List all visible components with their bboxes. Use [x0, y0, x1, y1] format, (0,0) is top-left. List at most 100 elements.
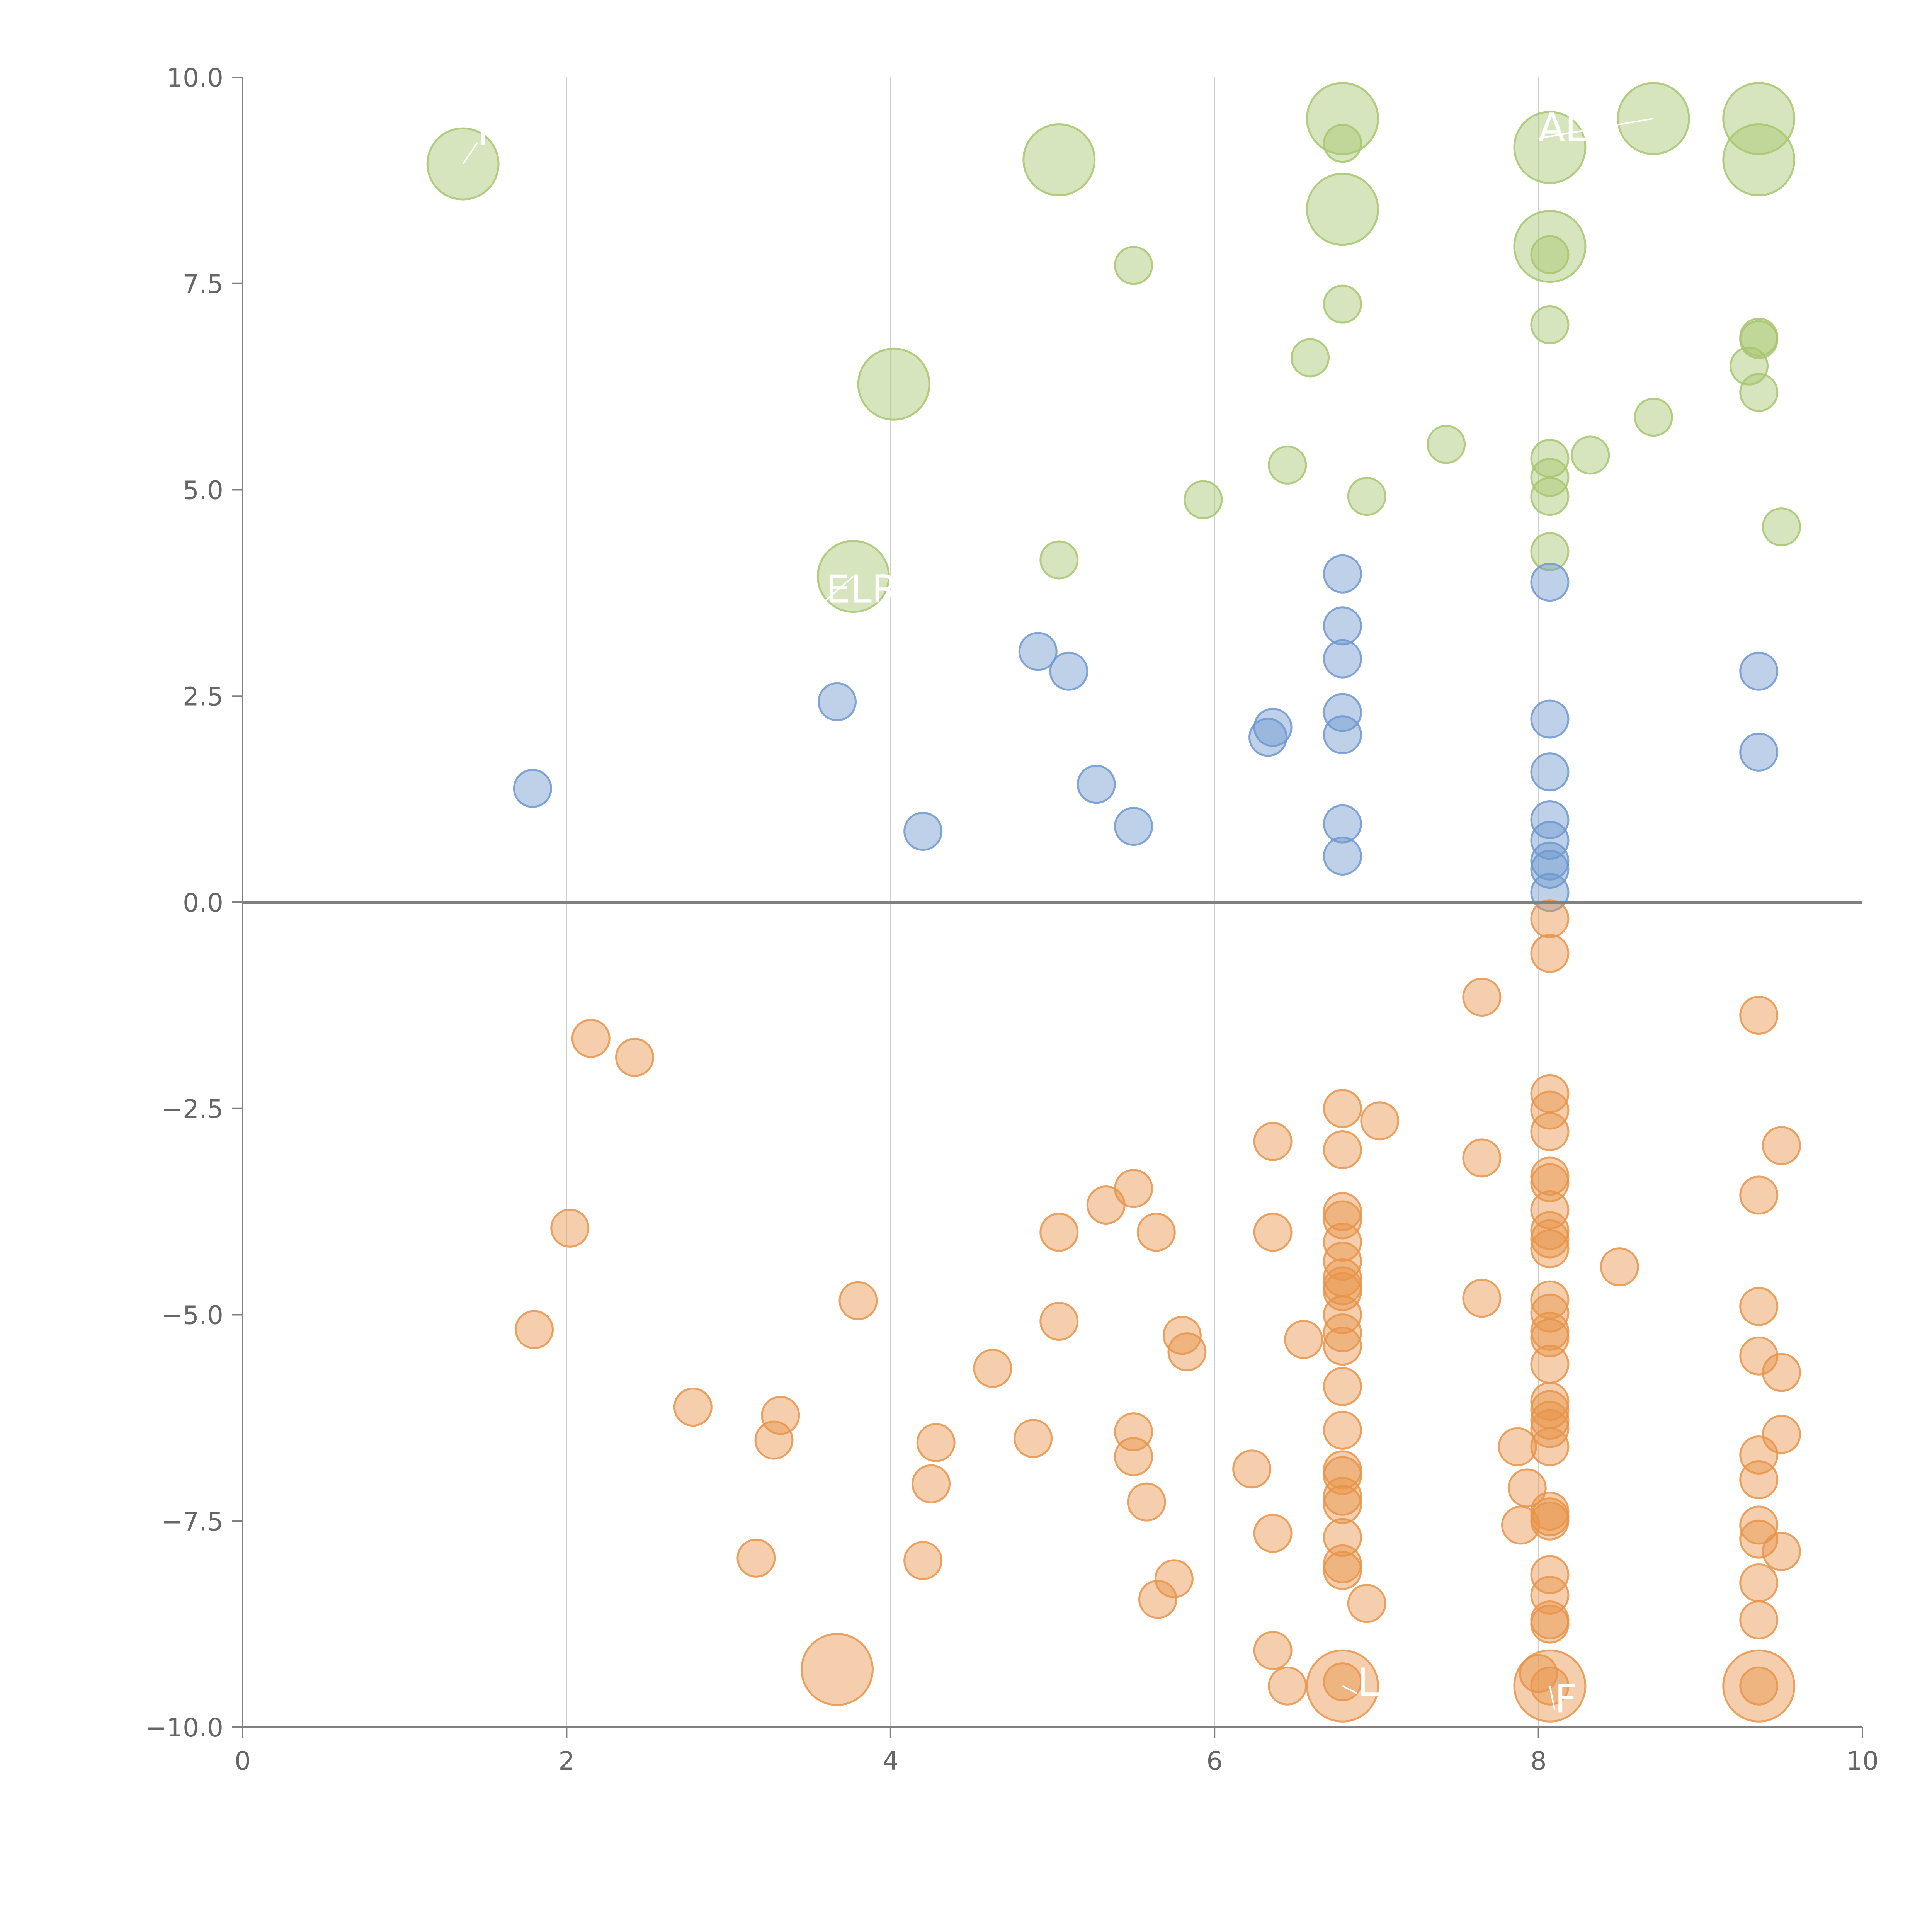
series-2-point-76 [912, 1464, 951, 1503]
point-label-0: MM [478, 109, 544, 154]
series-2-point-52 [1530, 1345, 1570, 1384]
series-2-point-85 [1501, 1505, 1540, 1545]
series-2-point-7 [1323, 1089, 1362, 1128]
y-tick-label-0: 10.0 [167, 63, 223, 93]
series-2-point-103 [1253, 1631, 1293, 1670]
series-0-point-21 [1427, 425, 1466, 464]
series-1-point-23 [1530, 841, 1570, 881]
label-leader-2 [825, 576, 854, 601]
series-0-point-19 [1739, 373, 1779, 412]
series-2-point-57 [673, 1388, 713, 1427]
series-2-point-37 [838, 1281, 878, 1320]
series-0-point-31 [1039, 540, 1079, 580]
point-label-1: ALL [1539, 105, 1608, 150]
series-2-point-10 [1530, 1112, 1570, 1151]
series-2-point-84 [1739, 1505, 1779, 1545]
series-0-point-30 [1530, 532, 1570, 571]
series-2-point-59 [761, 1396, 800, 1435]
series-2-point-11 [1253, 1122, 1293, 1161]
series-0-point-7 [1722, 82, 1796, 155]
series-1-point-19 [1114, 807, 1153, 846]
series-0-point-18 [857, 347, 930, 421]
series-2-point-1 [1530, 934, 1570, 973]
series-1-point-4 [1323, 639, 1362, 679]
x-tick-label-0: 0 [235, 1746, 251, 1776]
point-labels: MM ALL ELR L F [462, 105, 1654, 1721]
series-1-point-6 [1739, 651, 1779, 691]
series-2-point-22 [1323, 1200, 1362, 1240]
series-2-point-64 [1762, 1415, 1801, 1454]
series-2-point-43 [515, 1310, 554, 1349]
series-0-point-28 [1184, 480, 1223, 519]
series-1-point-14 [1530, 752, 1570, 792]
series-2-point-45 [1323, 1313, 1362, 1352]
series-2-point-36 [1462, 1279, 1502, 1318]
series-0-point-12 [1323, 284, 1362, 324]
x-tick-label-5: 10 [1846, 1746, 1879, 1776]
series-0-point-16 [1730, 346, 1769, 386]
series-0-point-20 [1634, 398, 1673, 437]
series-1-point-22 [1323, 836, 1362, 876]
series-2-point-107 [1519, 1654, 1558, 1693]
series-2-point-72 [1232, 1449, 1272, 1489]
series-2-point-53 [973, 1349, 1012, 1388]
series-2-point-23 [550, 1208, 590, 1248]
series-1-point-12 [1323, 715, 1362, 755]
series-1-point-21 [1530, 821, 1570, 860]
series-2-point-21 [1530, 1190, 1570, 1230]
series-0-point-11 [1114, 246, 1153, 285]
series-2-point-47 [1162, 1316, 1202, 1355]
y-tick-label-4: 0.0 [183, 888, 223, 918]
series-2-point-42 [1039, 1302, 1079, 1341]
series-2-point-14 [1462, 1138, 1502, 1178]
series-1-point-24 [1530, 850, 1570, 889]
series-2-point-67 [916, 1423, 956, 1462]
series-2-point-55 [1323, 1367, 1362, 1406]
series-2-point-80 [1323, 1485, 1362, 1524]
series-1-point-20 [903, 811, 943, 851]
x-tick-label-2: 4 [883, 1746, 899, 1776]
series-2-point-78 [1323, 1476, 1362, 1516]
series-2-point-91 [903, 1541, 943, 1580]
series-2-point-65 [1014, 1419, 1053, 1458]
series-1-point-1 [1530, 563, 1570, 602]
x-tick-label-4: 8 [1531, 1746, 1547, 1776]
series-2-point-25 [1136, 1213, 1176, 1252]
series-2-point-48 [1284, 1320, 1323, 1359]
label-leader-1 [1538, 117, 1654, 139]
series-2-point-39 [1739, 1287, 1779, 1326]
series-2-point-2 [1462, 978, 1502, 1017]
point-label-3: L [1357, 1660, 1379, 1705]
series-2-point-106 [1268, 1666, 1307, 1706]
series-2-point-75 [1739, 1460, 1779, 1499]
series-1-point-16 [513, 769, 552, 808]
series-2-point-101 [1530, 1604, 1570, 1644]
series-2-point-112 [1722, 1649, 1796, 1723]
series-2-point-54 [1762, 1353, 1801, 1392]
series-2-point-71 [1114, 1437, 1153, 1476]
series-2-point-88 [1739, 1519, 1779, 1559]
series-2-point-79 [1127, 1482, 1166, 1522]
series-1-point-0 [1323, 554, 1362, 594]
point-label-4: F [1555, 1676, 1577, 1721]
label-leader-4 [1549, 1685, 1556, 1710]
series-1-point-18 [1323, 804, 1362, 844]
series-0-point-5 [1513, 111, 1587, 184]
series-2-point-98 [1138, 1580, 1177, 1619]
series-0-point-17 [1291, 338, 1330, 378]
series-1-point-5 [1049, 651, 1088, 691]
series-2-point-104 [800, 1633, 874, 1706]
series-2-point-49 [1323, 1327, 1362, 1366]
y-tick-label-7: −7.5 [162, 1507, 223, 1536]
y-tick-label-1: 7.5 [183, 269, 223, 299]
series-0-point-8 [1722, 123, 1796, 196]
series-2-point-8 [1530, 1090, 1570, 1130]
series-2-point-5 [615, 1037, 654, 1077]
series-2-point-3 [1739, 995, 1779, 1035]
series-0-point-3 [1323, 124, 1362, 163]
series-2-point-13 [1323, 1130, 1362, 1169]
series-1-point-17 [1530, 800, 1570, 839]
series-2-point-32 [1600, 1247, 1639, 1287]
label-leader-3 [1342, 1685, 1358, 1694]
